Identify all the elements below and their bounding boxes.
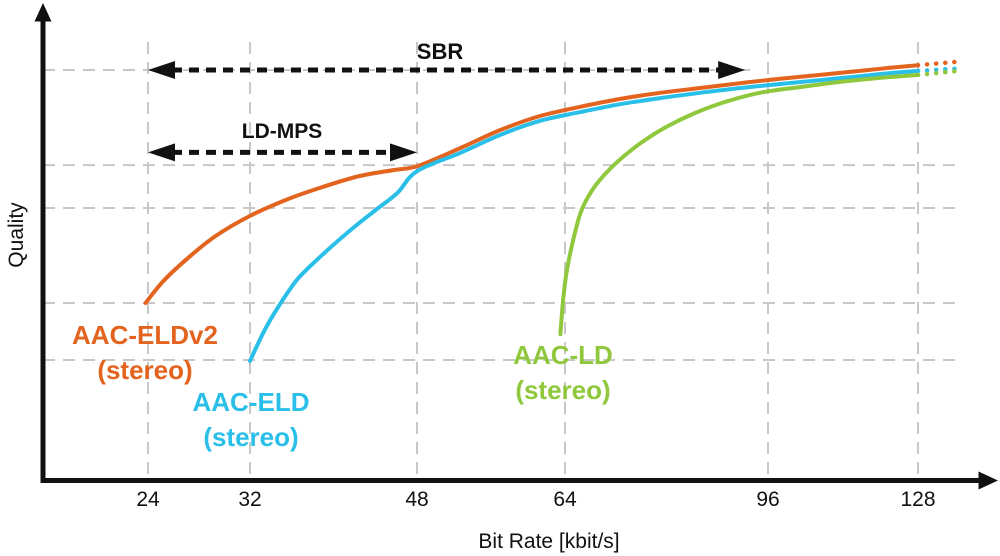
ld-mps-arrowhead-left (148, 143, 175, 162)
curve-projection-aac-eldv2 (915, 59, 961, 68)
x-tick-label-32: 32 (238, 488, 262, 511)
x-tick-label-96: 96 (756, 488, 780, 511)
series-label-aac-eldv2: AAC-ELDv2 (stereo) (35, 318, 255, 388)
series-label-aac-eld-name: AAC-ELD (192, 387, 310, 417)
x-axis-label: Bit Rate [kbit/s] (478, 530, 620, 553)
y-axis-label: Quality (5, 202, 28, 268)
x-tick-label-64: 64 (553, 488, 577, 511)
sbr-arrowhead-left (148, 61, 175, 80)
series-label-aac-eld-mode: (stereo) (203, 422, 299, 452)
series-label-aac-eldv2-name: AAC-ELDv2 (72, 320, 218, 350)
x-axis-arrowhead (978, 471, 998, 490)
curve-aac-ld (558, 72, 920, 337)
x-tick-label-128: 128 (900, 488, 936, 511)
sbr-annotation-label: SBR (416, 39, 464, 64)
x-tick-label-48: 48 (405, 488, 429, 511)
y-axis-arrowhead (34, 3, 52, 22)
sbr-arrowhead-right (718, 61, 746, 80)
ld-mps-annotation-label: LD-MPS (241, 120, 323, 143)
series-label-aac-eldv2-mode: (stereo) (97, 355, 193, 385)
series-label-aac-ld-name: AAC-LD (513, 340, 613, 370)
series-label-aac-ld: AAC-LD (stereo) (453, 338, 673, 408)
curve-projection-aac-ld (915, 68, 961, 78)
ld-mps-arrowhead-right (390, 143, 417, 162)
series-label-aac-eld: AAC-ELD (stereo) (141, 385, 361, 455)
curve-aac-eldv2 (143, 63, 920, 305)
series-label-aac-ld-mode: (stereo) (515, 375, 611, 405)
curve-aac-eld (248, 68, 920, 363)
x-tick-label-24: 24 (136, 488, 160, 511)
